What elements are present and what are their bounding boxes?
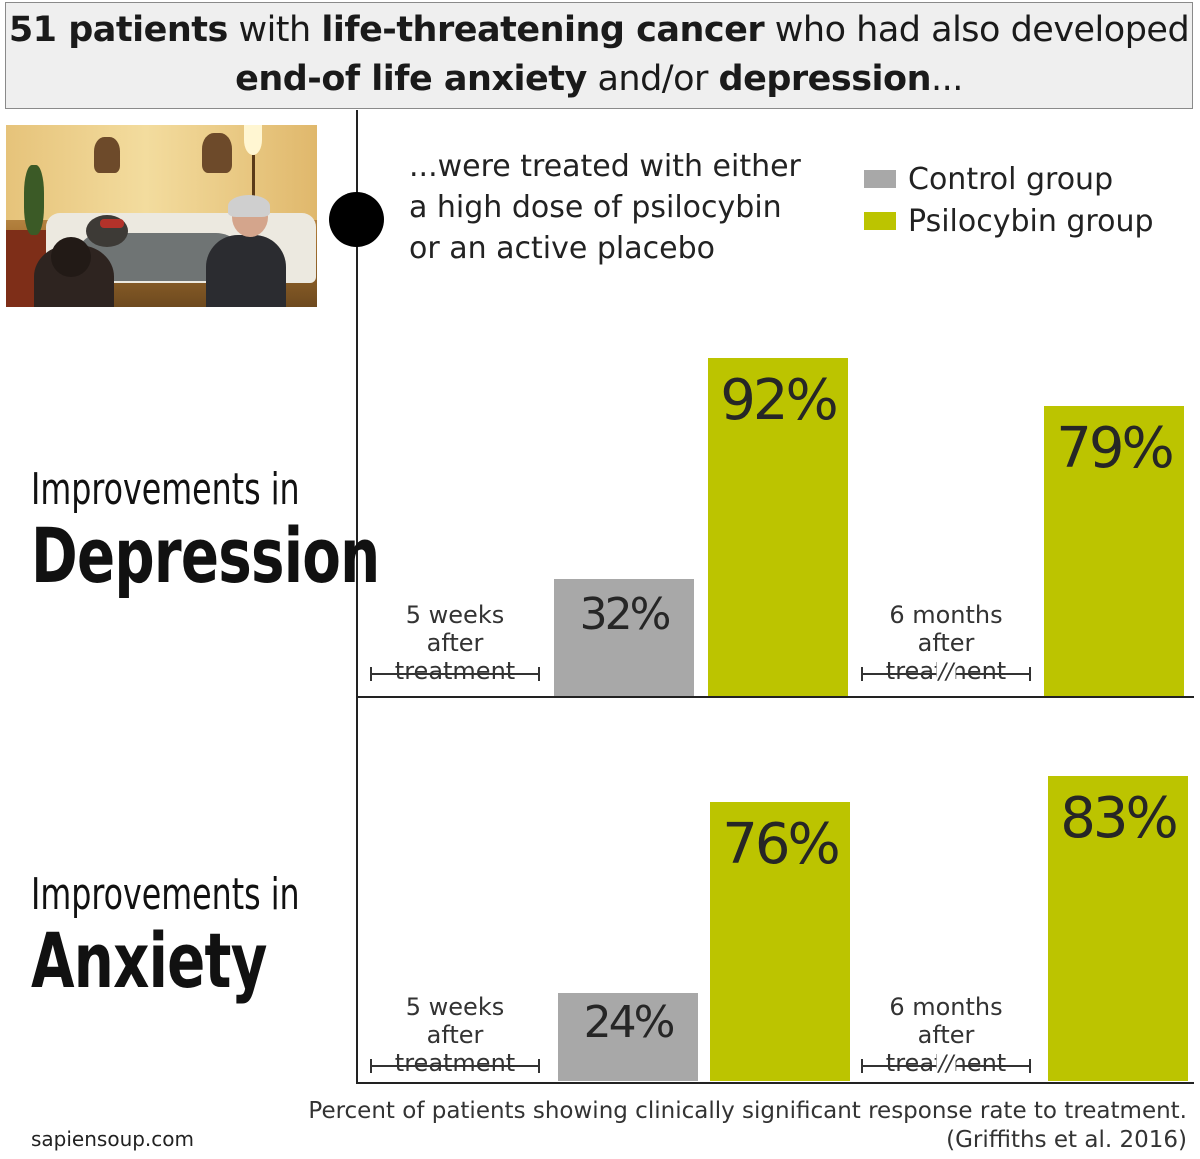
legend: Control group Psilocybin group [864, 158, 1154, 242]
anxiety-section-title: Improvements in Anxiety [31, 870, 404, 1002]
header-seg-2: life-threatening cancer [321, 10, 765, 50]
depression-label-5-weeks-l2: after treatment [394, 629, 516, 685]
depression-bracket-6-months: // [861, 662, 1031, 684]
vertical-axis-line [356, 110, 358, 1084]
anxiety-bar-control-5-weeks: 24% [558, 993, 698, 1081]
depression-label-5-weeks: 5 weeks after treatment [370, 601, 540, 685]
depression-baseline [356, 696, 1194, 698]
footnote-line-2: (Griffiths et al. 2016) [946, 1127, 1187, 1153]
anxiety-label-5-weeks-l1: 5 weeks [405, 993, 505, 1021]
depression-bar-psilocybin-6-months-label: 79% [1056, 416, 1174, 481]
legend-label-control: Control group [908, 161, 1114, 197]
anxiety-title-big: Anxiety [31, 916, 267, 1005]
depression-label-6-months: 6 months after treatment [861, 601, 1031, 685]
header-seg-3: who had also developed [764, 10, 1190, 50]
intro-line-2: a high dose of psilocybin [409, 190, 782, 225]
header-seg-0: 51 patients [8, 10, 229, 50]
anxiety-title-small: Improvements in [31, 869, 300, 920]
intro-line-3: or an active placebo [409, 231, 715, 266]
anxiety-bar-psilocybin-5-weeks-label: 76% [722, 812, 840, 877]
depression-title-small: Improvements in [31, 464, 300, 515]
anxiety-bracket-5-weeks [370, 1059, 540, 1073]
intro-line-1: ...were treated with either [409, 149, 801, 184]
depression-label-6-months-l1: 6 months [889, 601, 1003, 629]
chart-footnote: Percent of patients showing clinically s… [308, 1097, 1187, 1155]
legend-item-psilocybin: Psilocybin group [864, 200, 1154, 242]
depression-title-big: Depression [31, 511, 380, 600]
depression-label-6-months-l2: after treatment [886, 629, 1006, 685]
header-seg-6: depression [718, 59, 932, 99]
anxiety-break-mark: // [936, 1052, 956, 1077]
legend-swatch-control [864, 170, 896, 188]
anxiety-bar-psilocybin-6-months-label: 83% [1060, 786, 1178, 851]
header-seg-7: ... [931, 59, 963, 99]
header-seg-1: with [227, 10, 322, 50]
depression-bar-control-5-weeks-label: 32% [579, 589, 672, 640]
depression-bar-psilocybin-5-weeks-label: 92% [720, 368, 838, 433]
legend-label-psilocybin: Psilocybin group [908, 203, 1154, 239]
depression-break-mark: // [936, 660, 956, 685]
depression-bracket-5-weeks [370, 667, 540, 681]
header-seg-5: and/or [586, 59, 719, 99]
footnote-line-1: Percent of patients showing clinically s… [308, 1098, 1187, 1124]
depression-bar-psilocybin-5-weeks: 92% [708, 358, 848, 696]
anxiety-label-5-weeks-l2: after treatment [394, 1021, 516, 1077]
header-banner: 51 patients with life-threatening cancer… [5, 2, 1193, 109]
anxiety-bar-control-5-weeks-label: 24% [583, 997, 676, 1048]
timeline-dot-icon [329, 192, 384, 247]
anxiety-label-5-weeks: 5 weeks after treatment [370, 993, 540, 1077]
anxiety-bar-psilocybin-6-months: 83% [1048, 776, 1188, 1081]
anxiety-label-6-months-l1: 6 months [889, 993, 1003, 1021]
depression-bar-psilocybin-6-months: 79% [1044, 406, 1184, 696]
depression-label-5-weeks-l1: 5 weeks [405, 601, 505, 629]
intro-text: ...were treated with either a high dose … [409, 146, 839, 269]
legend-item-control: Control group [864, 158, 1154, 200]
depression-bar-control-5-weeks: 32% [554, 579, 694, 696]
anxiety-baseline [356, 1082, 1194, 1084]
anxiety-bar-psilocybin-5-weeks: 76% [710, 802, 850, 1081]
therapy-session-photo [6, 125, 317, 307]
site-credit: sapiensoup.com [31, 1127, 195, 1151]
legend-swatch-psilocybin [864, 212, 896, 230]
header-seg-4: end-of life anxiety [235, 59, 587, 99]
depression-section-title: Improvements in Depression [31, 465, 502, 597]
anxiety-bracket-6-months: // [861, 1054, 1031, 1076]
